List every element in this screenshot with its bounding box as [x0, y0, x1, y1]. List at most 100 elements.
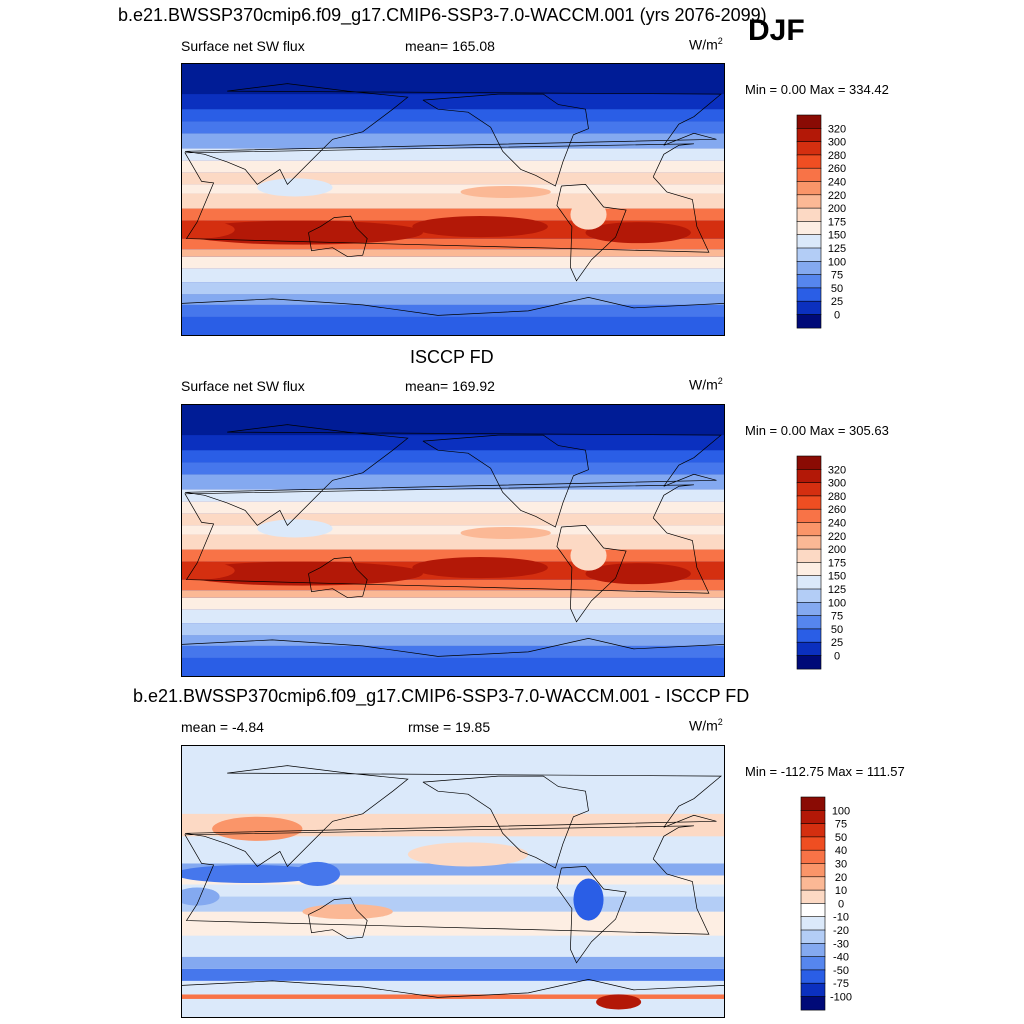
contour-band: [182, 875, 724, 885]
colorbar-tick-label: 125: [828, 584, 846, 596]
colorbar-tick-label: 25: [831, 637, 843, 649]
colorbar-swatch: [796, 128, 822, 143]
contour-blob: [412, 216, 548, 238]
colorbar-swatch: [796, 522, 822, 537]
panel3-units: W/m2: [689, 717, 723, 734]
colorbar-tick-label: 300: [828, 137, 846, 149]
colorbar-swatch: [796, 207, 822, 222]
contour-band: [182, 645, 724, 658]
colorbar-tick-label: -20: [833, 925, 849, 937]
colorbar-tick-label: 100: [828, 256, 846, 268]
contour-band: [182, 597, 724, 610]
colorbar-swatch: [796, 194, 822, 209]
colorbar-swatch: [796, 469, 822, 484]
coastline: [422, 93, 589, 187]
contour-blob: [412, 557, 548, 579]
contour-band: [182, 282, 724, 295]
colorbar-tick-label: 175: [828, 216, 846, 228]
contour-band: [182, 268, 724, 283]
colorbar-tick-label: 175: [828, 557, 846, 569]
colorbar-swatch: [796, 247, 822, 262]
colorbar-tick-label: 50: [831, 283, 843, 295]
panel1-map: [181, 63, 725, 336]
colorbar-tick-label: 320: [828, 123, 846, 135]
contour-blob: [407, 842, 529, 867]
colorbar-tick-label: 25: [831, 296, 843, 308]
contour-band: [182, 405, 724, 436]
panel2-colorbar: 320 300 280 260 240 220 200 175 150 125 100 75 50 25 0: [796, 455, 867, 670]
colorbar-tick-label: 240: [828, 518, 846, 530]
contour-blob: [573, 878, 604, 921]
colorbar-tick-label: 200: [828, 544, 846, 556]
panel2-map: [181, 404, 725, 677]
coastline: [422, 434, 589, 528]
colorbar-swatch: [796, 167, 822, 183]
contour-blob: [585, 222, 691, 244]
colorbar-tick-label: 150: [828, 230, 846, 242]
colorbar-tick-label: 300: [828, 478, 846, 490]
colorbar-swatch: [796, 641, 822, 657]
contour-band: [182, 525, 724, 535]
colorbar-swatch: [800, 982, 826, 998]
colorbar-swatch: [796, 495, 822, 510]
colorbar-swatch: [800, 849, 826, 865]
contour-band: [182, 635, 724, 646]
contour-band: [182, 534, 724, 550]
colorbar-swatch: [796, 274, 822, 289]
colorbar-swatch: [800, 796, 826, 811]
colorbar-tick-label: 50: [831, 624, 843, 636]
contour-blob: [182, 864, 326, 884]
panel3-field: [182, 746, 724, 1017]
contour-band: [182, 64, 724, 95]
contour-blob: [585, 563, 691, 585]
coastline: [182, 638, 724, 657]
contour-band: [182, 256, 724, 269]
coastline: [182, 979, 724, 998]
colorbar-tick-label: -40: [833, 952, 849, 964]
contour-band: [182, 238, 724, 250]
coastline: [184, 484, 710, 594]
panel3-rmse: rmse = 19.85: [408, 719, 491, 735]
coastline: [184, 143, 710, 253]
contour-band: [182, 489, 724, 502]
colorbar-tick-label: 75: [831, 270, 843, 282]
colorbar-tick-label: 20: [835, 872, 847, 884]
colorbar-tick-label: 280: [828, 491, 846, 503]
panel1-field: [182, 64, 724, 335]
panel3-title: b.e21.BWSSP370cmip6.f09_g17.CMIP6-SSP3-7…: [133, 686, 750, 706]
coastline: [556, 525, 627, 623]
contour-blob: [182, 887, 220, 906]
colorbar-tick-label: -100: [830, 992, 852, 1004]
colorbar-swatch: [800, 996, 826, 1011]
contour-blob: [257, 519, 333, 538]
contour-blob: [460, 185, 551, 198]
colorbar-swatch: [796, 114, 822, 129]
colorbar-swatch: [796, 234, 822, 249]
colorbar-swatch: [796, 261, 822, 276]
colorbar-swatch: [796, 508, 822, 524]
colorbar-tick-label: 260: [828, 504, 846, 516]
panel3-minmax: Min = -112.75 Max = 111.57: [745, 764, 905, 779]
coastline: [308, 215, 368, 258]
colorbar-tick-label: 0: [834, 310, 840, 322]
contour-band: [182, 501, 724, 514]
contour-blob: [182, 561, 423, 586]
contour-band: [182, 304, 724, 317]
panel1-mean: mean= 165.08: [405, 38, 495, 54]
panel1-units: W/m2: [689, 36, 723, 53]
colorbar-tick-label: -10: [833, 912, 849, 924]
panel2-mean: mean= 169.92: [405, 378, 495, 394]
contour-blob: [570, 540, 607, 571]
contour-blob: [212, 816, 303, 841]
coastline: [184, 424, 722, 526]
colorbar-swatch: [800, 836, 826, 851]
colorbar-swatch: [800, 810, 826, 825]
contour-band: [182, 94, 724, 110]
colorbar-tick-label: -50: [833, 965, 849, 977]
colorbar-swatch: [796, 455, 822, 470]
colorbar-swatch: [796, 575, 822, 590]
colorbar-tick-label: 50: [835, 832, 847, 844]
colorbar-tick-label: -30: [833, 938, 849, 950]
colorbar-tick-label: 200: [828, 203, 846, 215]
